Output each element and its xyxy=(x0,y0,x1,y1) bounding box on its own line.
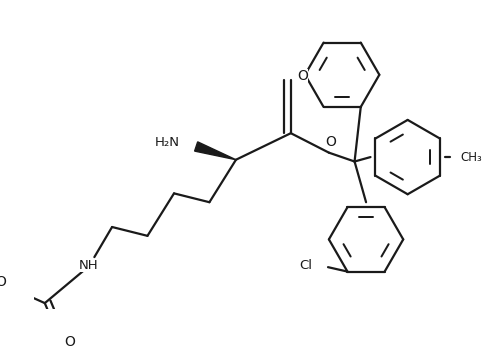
Text: O: O xyxy=(64,335,75,347)
Text: O: O xyxy=(0,275,6,289)
Text: Cl: Cl xyxy=(299,259,312,272)
Text: CH₃: CH₃ xyxy=(461,151,482,163)
Text: H₂N: H₂N xyxy=(154,136,179,149)
Text: NH: NH xyxy=(79,260,99,272)
Text: O: O xyxy=(297,69,308,83)
Polygon shape xyxy=(195,142,236,160)
Text: O: O xyxy=(325,135,336,149)
